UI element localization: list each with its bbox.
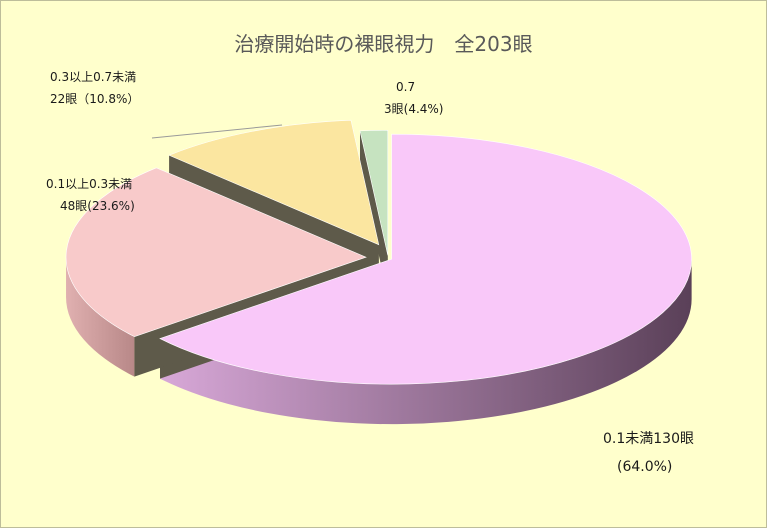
pie-side-0: [159, 259, 692, 425]
pie-side-1: [66, 257, 135, 377]
slice-label-3-line2: 3眼(4.4%): [384, 102, 444, 116]
slice-label-2-line1: 0.3以上0.7未満: [50, 70, 137, 84]
pie-slice-1: [65, 167, 367, 337]
pie-slice-2: [168, 119, 380, 246]
pie-slice-0: [159, 133, 692, 385]
slice-label-2-line2: 22眼（10.8%）: [50, 92, 140, 106]
slice-label-1: 0.1以上0.3未満 48眼(23.6%): [46, 173, 135, 217]
chart-title: 治療開始時の裸眼視力 全203眼: [234, 32, 533, 56]
leader-line-2: [151, 124, 283, 139]
pie-slice-3: [359, 130, 389, 256]
pie-cut-3-0: [359, 130, 388, 296]
slice-label-2: 0.3以上0.7未満 22眼（10.8%）: [50, 66, 139, 110]
slice-label-1-line1: 0.1以上0.3未満: [46, 177, 133, 191]
slice-label-1-line2: 48眼(23.6%): [60, 199, 135, 213]
slice-label-3-line1: 0.7: [396, 80, 416, 94]
slice-label-3: 0.7 3眼(4.4%): [384, 76, 444, 120]
slice-label-0-line2: (64.0%): [617, 459, 673, 475]
slice-label-0-line1: 0.1未満130眼: [603, 431, 694, 447]
slice-label-0: 0.1未満130眼 (64.0%): [603, 425, 694, 481]
